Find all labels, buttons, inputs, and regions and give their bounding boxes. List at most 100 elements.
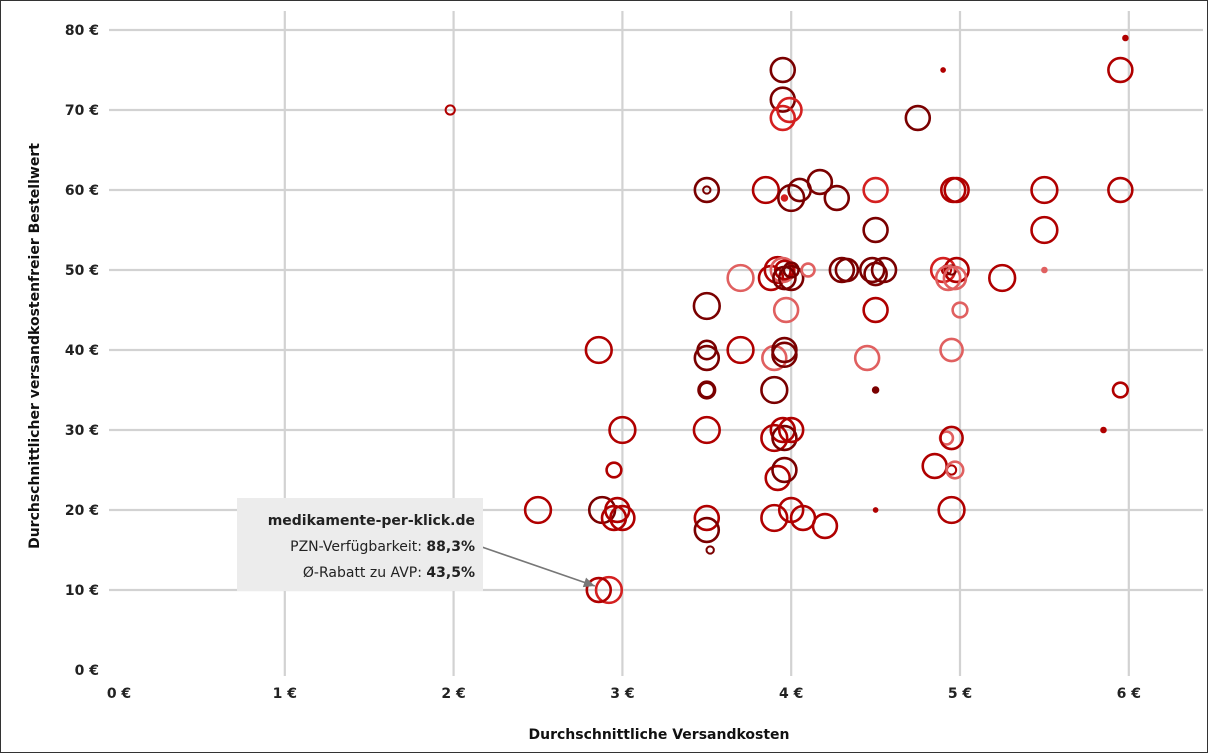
data-point <box>608 415 637 445</box>
data-point <box>937 495 966 525</box>
data-point <box>940 67 946 73</box>
data-point <box>811 512 839 540</box>
data-point <box>921 452 948 480</box>
data-point <box>702 185 712 195</box>
data-point <box>584 335 613 365</box>
annotation-arrow-line <box>478 545 596 587</box>
data-point <box>772 296 800 324</box>
data-point <box>988 263 1017 293</box>
y-tick-label: 50 € <box>65 263 99 279</box>
data-point <box>1030 175 1059 205</box>
x-tick-label: 4 € <box>779 686 803 702</box>
annotation-line-availability: PZN-Verfügbarkeit: 88,3% <box>237 534 475 560</box>
annotation-title: medikamente-per-klick.de <box>267 513 475 529</box>
data-point <box>776 96 803 124</box>
data-point <box>444 104 456 116</box>
data-point <box>834 257 860 283</box>
annotation-arrow-head <box>582 577 595 588</box>
data-point <box>760 423 789 453</box>
data-point <box>594 575 624 605</box>
x-axis-title: Durchschnittliche Versandkosten <box>528 727 789 743</box>
data-point <box>600 504 628 532</box>
data-point <box>929 256 957 284</box>
data-point <box>862 216 889 244</box>
data-point <box>769 104 797 132</box>
data-point <box>760 375 789 405</box>
y-tick-label: 60 € <box>65 183 99 199</box>
data-point <box>693 504 721 532</box>
data-point <box>523 495 553 525</box>
data-point <box>726 335 755 365</box>
y-tick-label: 70 € <box>65 103 99 119</box>
data-point <box>1030 215 1059 245</box>
data-point <box>823 184 851 212</box>
data-point <box>806 168 834 196</box>
annotation-availability-label: PZN-Verfügbarkeit: <box>290 539 427 555</box>
data-point <box>777 264 805 292</box>
data-point <box>858 256 886 284</box>
data-point <box>769 56 797 84</box>
data-point <box>945 460 965 480</box>
y-axis-title: Durchschnittlicher versandkostenfreier B… <box>27 143 43 549</box>
y-tick-label: 40 € <box>65 343 99 359</box>
data-point <box>693 516 721 544</box>
data-point <box>771 424 798 452</box>
gridlines <box>109 11 1203 676</box>
data-point <box>1111 381 1130 399</box>
data-point <box>693 344 721 372</box>
data-point <box>771 341 798 369</box>
data-point <box>862 296 889 324</box>
data-points <box>444 34 1134 605</box>
data-point <box>943 176 970 204</box>
y-tick-label: 10 € <box>65 583 99 599</box>
data-point <box>872 507 879 513</box>
data-point <box>764 464 791 492</box>
annotation-line-discount: Ø-Rabatt zu AVP: 43,5% <box>237 560 475 586</box>
data-point <box>1122 34 1129 42</box>
data-point <box>862 176 889 204</box>
data-point <box>609 504 636 532</box>
data-point <box>760 503 789 533</box>
data-point <box>605 461 623 479</box>
data-point <box>934 264 962 292</box>
x-tick-label: 6 € <box>1117 686 1141 702</box>
annotation-availability-value: 88,3% <box>426 539 475 555</box>
data-point <box>871 386 880 394</box>
data-point <box>780 194 789 202</box>
x-tick-label: 0 € <box>107 686 131 702</box>
data-point <box>751 175 781 205</box>
data-point <box>705 545 715 555</box>
data-point <box>693 176 721 204</box>
y-tick-label: 20 € <box>65 503 99 519</box>
tick-labels: 0 € 1 € 2 € 3 € 4 € 5 € 6 € 0 € 10 € 20 € 30 € 40 €… <box>65 23 1141 702</box>
annotation-discount-value: 43,5% <box>426 565 475 581</box>
data-point <box>692 291 721 321</box>
data-point <box>777 416 805 444</box>
x-tick-label: 1 € <box>273 686 297 702</box>
data-point <box>1100 426 1107 434</box>
x-tick-label: 3 € <box>610 686 634 702</box>
data-point <box>939 337 964 363</box>
data-point <box>585 576 613 604</box>
data-point <box>800 262 816 278</box>
x-tick-label: 2 € <box>441 686 465 702</box>
y-tick-label: 30 € <box>65 423 99 439</box>
data-point <box>942 265 968 291</box>
data-point <box>939 425 964 451</box>
annotation-callout: medikamente-per-klick.de PZN-Verfügbarke… <box>237 498 483 591</box>
data-point <box>692 415 721 445</box>
data-point <box>771 456 798 484</box>
data-point <box>853 344 881 372</box>
annotation-discount-label: Ø-Rabatt zu AVP: <box>302 565 427 581</box>
x-tick-label: 5 € <box>948 686 972 702</box>
data-point <box>1107 176 1134 204</box>
data-point <box>1107 56 1134 84</box>
data-point <box>870 256 898 284</box>
annotation-arrow <box>478 545 596 588</box>
y-tick-label: 0 € <box>75 663 99 679</box>
data-point <box>904 104 932 132</box>
data-point <box>726 263 755 293</box>
data-point <box>1041 266 1048 274</box>
y-tick-label: 80 € <box>65 23 99 39</box>
